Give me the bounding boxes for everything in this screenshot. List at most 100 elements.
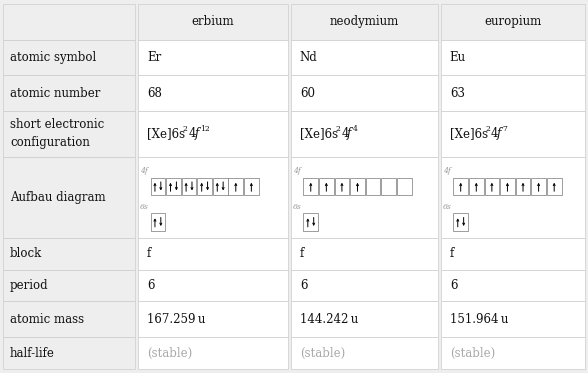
Bar — [441, 40, 585, 75]
Text: 60: 60 — [300, 87, 315, 100]
Text: erbium: erbium — [192, 15, 235, 28]
Text: [Xe]6s: [Xe]6s — [450, 128, 488, 140]
Text: Er: Er — [147, 51, 161, 64]
Text: [Xe]6s: [Xe]6s — [300, 128, 338, 140]
Bar — [291, 337, 438, 369]
Bar — [441, 238, 585, 270]
Bar — [138, 270, 288, 301]
Text: 4: 4 — [341, 128, 349, 140]
Text: 6: 6 — [147, 279, 155, 292]
Bar — [151, 213, 165, 231]
Text: europium: europium — [485, 15, 542, 28]
Text: 4f: 4f — [140, 167, 148, 175]
Bar — [291, 301, 438, 337]
Text: 2: 2 — [183, 125, 188, 134]
Text: 12: 12 — [200, 125, 209, 134]
Text: 144.242 u: 144.242 u — [300, 313, 358, 326]
Bar — [532, 178, 546, 195]
Text: 4: 4 — [491, 128, 499, 140]
Bar — [441, 111, 585, 157]
Bar — [453, 213, 468, 231]
Text: Aufbau diagram: Aufbau diagram — [10, 191, 106, 204]
Text: 68: 68 — [147, 87, 162, 100]
Bar — [303, 178, 318, 195]
Bar — [441, 4, 585, 40]
Bar — [441, 270, 585, 301]
Bar — [244, 178, 259, 195]
Text: atomic symbol: atomic symbol — [10, 51, 96, 64]
Text: Eu: Eu — [450, 51, 466, 64]
Bar — [138, 40, 288, 75]
Bar — [516, 178, 530, 195]
Bar — [182, 178, 196, 195]
Text: 2: 2 — [486, 125, 490, 134]
Text: f: f — [450, 247, 454, 260]
Bar — [441, 301, 585, 337]
Text: atomic number: atomic number — [10, 87, 101, 100]
Text: neodymium: neodymium — [330, 15, 399, 28]
Text: 6s: 6s — [293, 203, 302, 211]
Bar — [138, 75, 288, 111]
Bar — [397, 178, 412, 195]
Bar — [441, 157, 585, 238]
Text: half-life: half-life — [10, 347, 55, 360]
Text: f: f — [347, 128, 352, 140]
Bar — [3, 337, 135, 369]
Text: 4: 4 — [188, 128, 196, 140]
Bar — [3, 4, 135, 40]
Bar — [291, 111, 438, 157]
Text: f: f — [194, 128, 199, 140]
Bar — [291, 270, 438, 301]
Bar — [350, 178, 365, 195]
Text: f: f — [147, 247, 151, 260]
Text: 6s: 6s — [140, 203, 149, 211]
Bar — [3, 111, 135, 157]
Bar — [291, 40, 438, 75]
Text: 4f: 4f — [293, 167, 300, 175]
Bar — [3, 238, 135, 270]
Text: (stable): (stable) — [147, 347, 192, 360]
Bar — [228, 178, 243, 195]
Bar — [335, 178, 349, 195]
Text: 2: 2 — [336, 125, 340, 134]
Text: 6: 6 — [450, 279, 457, 292]
Bar — [291, 75, 438, 111]
Bar — [291, 157, 438, 238]
Bar — [453, 178, 468, 195]
Bar — [319, 178, 334, 195]
Bar — [138, 337, 288, 369]
Bar — [547, 178, 562, 195]
Text: short electronic: short electronic — [10, 118, 104, 131]
Bar — [138, 238, 288, 270]
Text: (stable): (stable) — [450, 347, 495, 360]
Bar — [441, 337, 585, 369]
Bar — [303, 213, 318, 231]
Text: period: period — [10, 279, 49, 292]
Bar — [3, 157, 135, 238]
Bar — [138, 4, 288, 40]
Text: 4f: 4f — [443, 167, 450, 175]
Bar — [3, 75, 135, 111]
Text: 63: 63 — [450, 87, 465, 100]
Text: 6: 6 — [300, 279, 308, 292]
Bar — [291, 4, 438, 40]
Bar — [500, 178, 515, 195]
Text: 167.259 u: 167.259 u — [147, 313, 205, 326]
Bar — [138, 157, 288, 238]
Bar — [197, 178, 212, 195]
Bar — [291, 238, 438, 270]
Text: 4: 4 — [353, 125, 358, 134]
Bar — [138, 301, 288, 337]
Bar — [3, 301, 135, 337]
Bar — [3, 270, 135, 301]
Text: f: f — [300, 247, 304, 260]
Bar — [441, 75, 585, 111]
Text: block: block — [10, 247, 42, 260]
Text: Nd: Nd — [300, 51, 318, 64]
Bar — [166, 178, 181, 195]
Text: 6s: 6s — [443, 203, 452, 211]
Bar — [485, 178, 499, 195]
Text: atomic mass: atomic mass — [10, 313, 84, 326]
Text: [Xe]6s: [Xe]6s — [147, 128, 185, 140]
Text: 7: 7 — [503, 125, 507, 134]
